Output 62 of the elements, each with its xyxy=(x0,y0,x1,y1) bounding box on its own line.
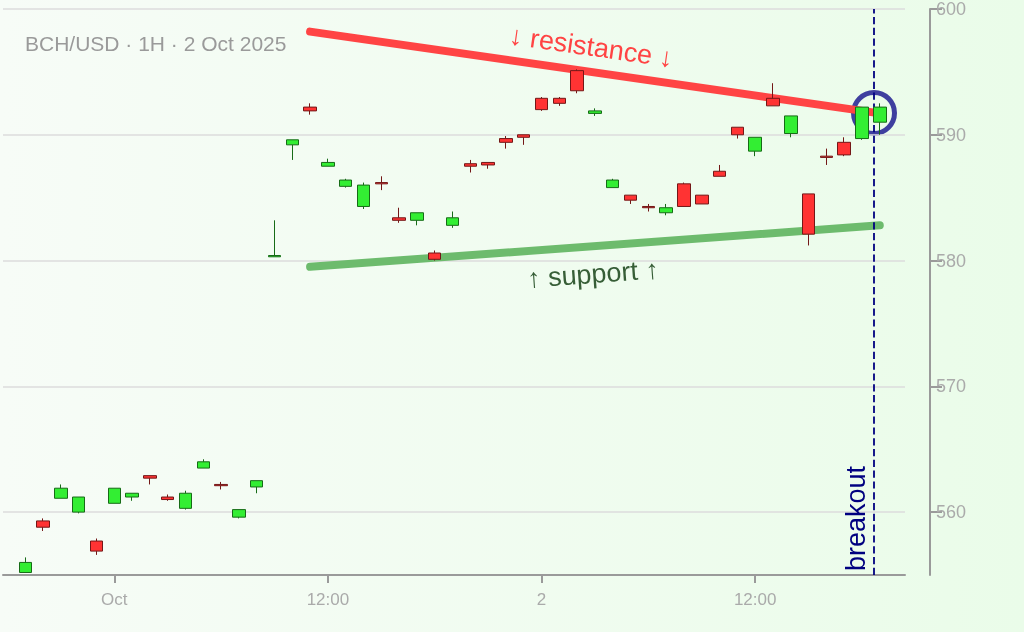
candlestick xyxy=(19,556,32,573)
candlestick xyxy=(820,148,833,166)
candlestick xyxy=(108,487,121,504)
candlestick xyxy=(321,158,335,167)
x-tick-label: 12:00 xyxy=(733,590,777,609)
candlestick xyxy=(535,96,548,112)
candlestick xyxy=(125,492,139,502)
candlestick xyxy=(837,136,851,157)
candlestick xyxy=(428,249,441,262)
y-tick-label: 590 xyxy=(936,124,967,145)
candlestick xyxy=(731,126,744,140)
candlestick xyxy=(855,106,869,141)
candlestick xyxy=(481,161,495,170)
candlestick xyxy=(232,509,246,519)
candlestick xyxy=(303,102,317,116)
candlestick xyxy=(179,490,192,511)
candlestick xyxy=(766,82,780,107)
x-tick-label: 12:00 xyxy=(306,590,350,609)
text: ↓ resistance ↓ xyxy=(507,20,676,74)
text: BCH/USD · 1H · 2 Oct 2025 xyxy=(25,32,287,55)
candlestick xyxy=(713,164,726,177)
candlestick xyxy=(499,135,513,150)
y-tick-label: 560 xyxy=(936,502,967,523)
y-tick-label: 570 xyxy=(936,376,967,397)
candlestick xyxy=(873,102,887,136)
candlestick xyxy=(588,107,602,117)
candlestick xyxy=(659,203,673,216)
candlestick xyxy=(802,193,815,246)
candlestick xyxy=(410,212,424,226)
x-tick-label: 2 xyxy=(536,590,547,609)
candlestick xyxy=(250,480,263,494)
candlestick xyxy=(642,203,655,212)
candlestick xyxy=(748,136,762,157)
candlestick xyxy=(214,481,228,490)
candlestick xyxy=(677,182,691,207)
candlestick xyxy=(517,134,530,146)
candlestick xyxy=(464,159,477,174)
candlestick xyxy=(570,68,584,94)
candlestick xyxy=(357,182,370,210)
candlestick xyxy=(197,458,210,469)
candlestick xyxy=(553,96,566,107)
candlestick xyxy=(375,175,388,191)
y-tick-label: 580 xyxy=(936,250,967,271)
candlestick xyxy=(446,211,459,229)
candlestick xyxy=(36,517,50,532)
candlestick xyxy=(624,194,637,205)
candlestick xyxy=(161,494,174,502)
candlestick xyxy=(339,178,352,189)
x-tick-label: Oct xyxy=(101,590,128,609)
candlestick xyxy=(286,139,299,161)
ref-line-label: breakout xyxy=(841,465,872,571)
candlestick xyxy=(268,219,281,258)
candlestick xyxy=(72,496,85,514)
candlestick xyxy=(90,538,103,556)
candlestick xyxy=(784,115,798,138)
candlestick xyxy=(392,207,406,224)
y-tick-label: 600 xyxy=(936,0,967,19)
candlestick xyxy=(143,475,157,485)
candlestick xyxy=(695,194,709,205)
candlestick xyxy=(54,483,68,499)
candlestick xyxy=(606,178,619,189)
series-label: ↑ support ↑ xyxy=(525,254,660,294)
